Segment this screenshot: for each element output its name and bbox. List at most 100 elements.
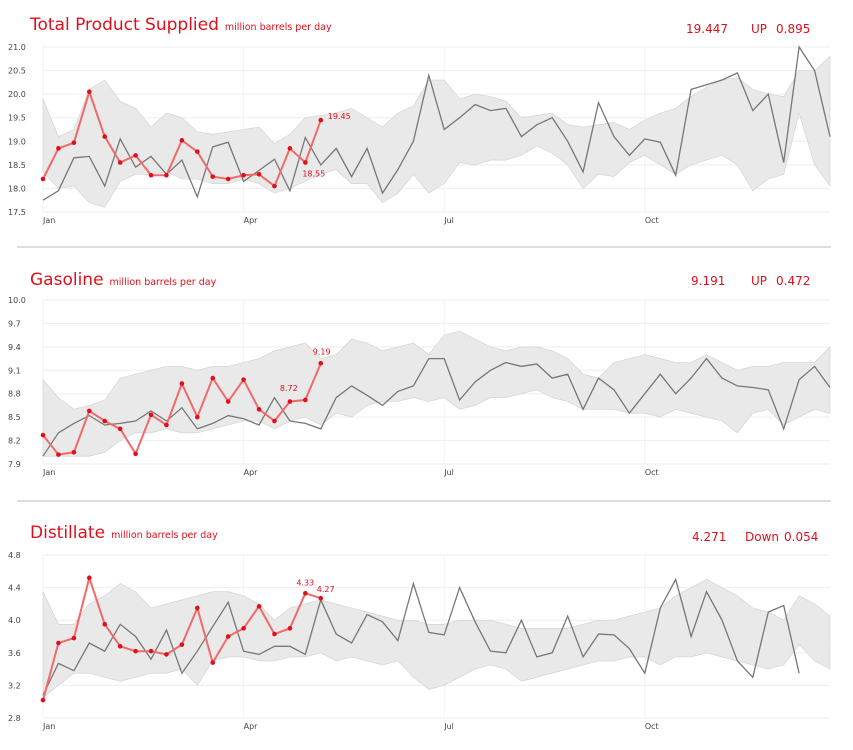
current-value: 4.271 <box>692 530 727 544</box>
x-tick-label: Oct <box>645 722 659 731</box>
chart-unit: million barrels per day <box>111 530 218 541</box>
panel-title: Gasoline million barrels per day <box>30 270 216 290</box>
data-point <box>40 176 46 182</box>
y-tick-label: 3.2 <box>8 681 21 690</box>
data-point <box>117 426 123 432</box>
y-tick-label: 8.5 <box>8 413 21 422</box>
data-point <box>287 626 293 631</box>
panel-title: Distillate million barrels per day <box>30 523 218 543</box>
y-tick-label: 18.5 <box>8 161 26 170</box>
data-point <box>102 621 108 627</box>
data-point <box>102 134 108 139</box>
data-point <box>195 149 200 154</box>
data-point <box>133 153 138 158</box>
data-point <box>303 160 308 165</box>
y-tick-label: 3.6 <box>8 649 21 658</box>
data-point <box>225 634 231 639</box>
data-point <box>287 399 293 404</box>
data-point <box>318 360 324 366</box>
data-point <box>86 408 92 414</box>
divider <box>17 246 831 248</box>
range-band <box>42 330 831 457</box>
panel-distillate: Distillate million barrels per day 4.271 … <box>0 514 853 750</box>
divider <box>17 500 831 502</box>
data-point <box>272 631 277 637</box>
current-value: 9.191 <box>691 274 726 288</box>
change-direction: UP <box>751 22 768 36</box>
y-tick-label: 8.2 <box>8 437 21 446</box>
data-label: 18.55 <box>302 170 325 179</box>
y-tick-label: 17.5 <box>8 208 26 217</box>
data-point <box>225 399 231 404</box>
x-tick-label: Apr <box>244 468 259 477</box>
data-point <box>210 174 216 179</box>
data-point <box>40 432 46 438</box>
x-tick-label: Jul <box>443 468 454 477</box>
data-point <box>256 604 262 609</box>
y-tick-label: 10.0 <box>8 296 26 305</box>
data-point <box>71 449 77 455</box>
chart-title: Gasoline <box>30 270 104 290</box>
data-point <box>256 171 262 177</box>
data-point <box>225 176 231 182</box>
data-point <box>195 414 200 420</box>
change-value: 0.895 <box>776 22 811 36</box>
data-point <box>56 640 61 646</box>
chart-distillate: 2.8 3.2 3.6 4.0 4.4 4.8 Jan Apr Jul Oct 4.334.27 <box>8 551 831 731</box>
data-point <box>210 375 216 381</box>
chart-unit: million barrels per day <box>224 22 332 33</box>
data-point <box>241 377 246 382</box>
x-tick-label: Jul <box>443 216 454 225</box>
panel-total-product-supplied: Total Product Supplied million barrels pe… <box>0 12 853 247</box>
data-point <box>303 591 308 596</box>
data-point <box>71 635 77 641</box>
chart-total-product-supplied: 17.5 18.0 18.5 19.0 19.5 20.0 20.5 21.0 Jan Apr Ju… <box>8 43 831 225</box>
y-tick-label: 19.5 <box>8 114 26 123</box>
data-point <box>86 89 92 95</box>
data-point <box>148 172 154 178</box>
x-tick-label: Jan <box>42 722 55 731</box>
data-point <box>287 146 293 151</box>
data-label: 4.27 <box>317 585 335 594</box>
chart-title: Distillate <box>30 523 106 543</box>
data-point <box>318 117 324 123</box>
data-point <box>40 697 46 703</box>
data-point <box>164 422 169 428</box>
y-tick-label: 9.1 <box>8 366 21 375</box>
data-point <box>272 418 277 424</box>
y-tick-label: 9.7 <box>8 319 21 328</box>
data-label: 19.45 <box>328 112 351 121</box>
data-point <box>133 648 138 654</box>
chart-gasoline: 7.9 8.2 8.5 8.8 9.1 9.4 9.7 10.0 Jan Apr Jul Oct 9.1… <box>8 296 831 477</box>
x-tick-label: Oct <box>645 468 659 477</box>
data-point <box>210 660 216 665</box>
y-tick-label: 7.9 <box>8 460 21 469</box>
range-band <box>42 55 831 208</box>
x-tick-label: Jul <box>443 722 454 731</box>
y-tick-label: 20.5 <box>8 67 26 76</box>
data-point <box>102 418 108 424</box>
data-label: 9.19 <box>313 347 331 356</box>
series-line-previous <box>42 357 831 457</box>
change-value: 0.472 <box>776 274 811 288</box>
y-tick-label: 21.0 <box>8 43 26 52</box>
data-point <box>117 160 123 165</box>
panel-title: Total Product Supplied million barrels pe… <box>30 15 332 35</box>
chart-title: Total Product Supplied <box>30 15 219 35</box>
data-point <box>318 595 324 601</box>
data-point <box>71 140 77 145</box>
data-point <box>179 138 185 143</box>
series-line-previous <box>42 45 831 201</box>
x-tick-label: Apr <box>244 216 259 225</box>
panel-gasoline: Gasoline million barrels per day 9.191 UP… <box>0 260 853 500</box>
chart-unit: million barrels per day <box>109 277 217 288</box>
data-point <box>303 397 308 403</box>
data-label: 8.72 <box>280 384 298 393</box>
data-point <box>256 407 262 412</box>
data-point <box>241 626 246 631</box>
data-point <box>133 451 138 457</box>
y-tick-label: 4.4 <box>8 584 21 593</box>
data-point <box>56 452 61 457</box>
data-point <box>148 648 154 654</box>
y-tick-label: 4.0 <box>8 616 21 625</box>
